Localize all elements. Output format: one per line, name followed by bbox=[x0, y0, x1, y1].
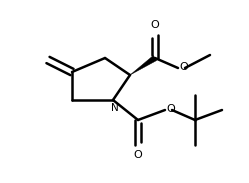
Text: O: O bbox=[151, 20, 159, 30]
Polygon shape bbox=[130, 55, 157, 75]
Text: O: O bbox=[134, 150, 142, 160]
Text: O: O bbox=[179, 62, 188, 72]
Text: N: N bbox=[111, 103, 119, 113]
Text: O: O bbox=[166, 104, 175, 114]
